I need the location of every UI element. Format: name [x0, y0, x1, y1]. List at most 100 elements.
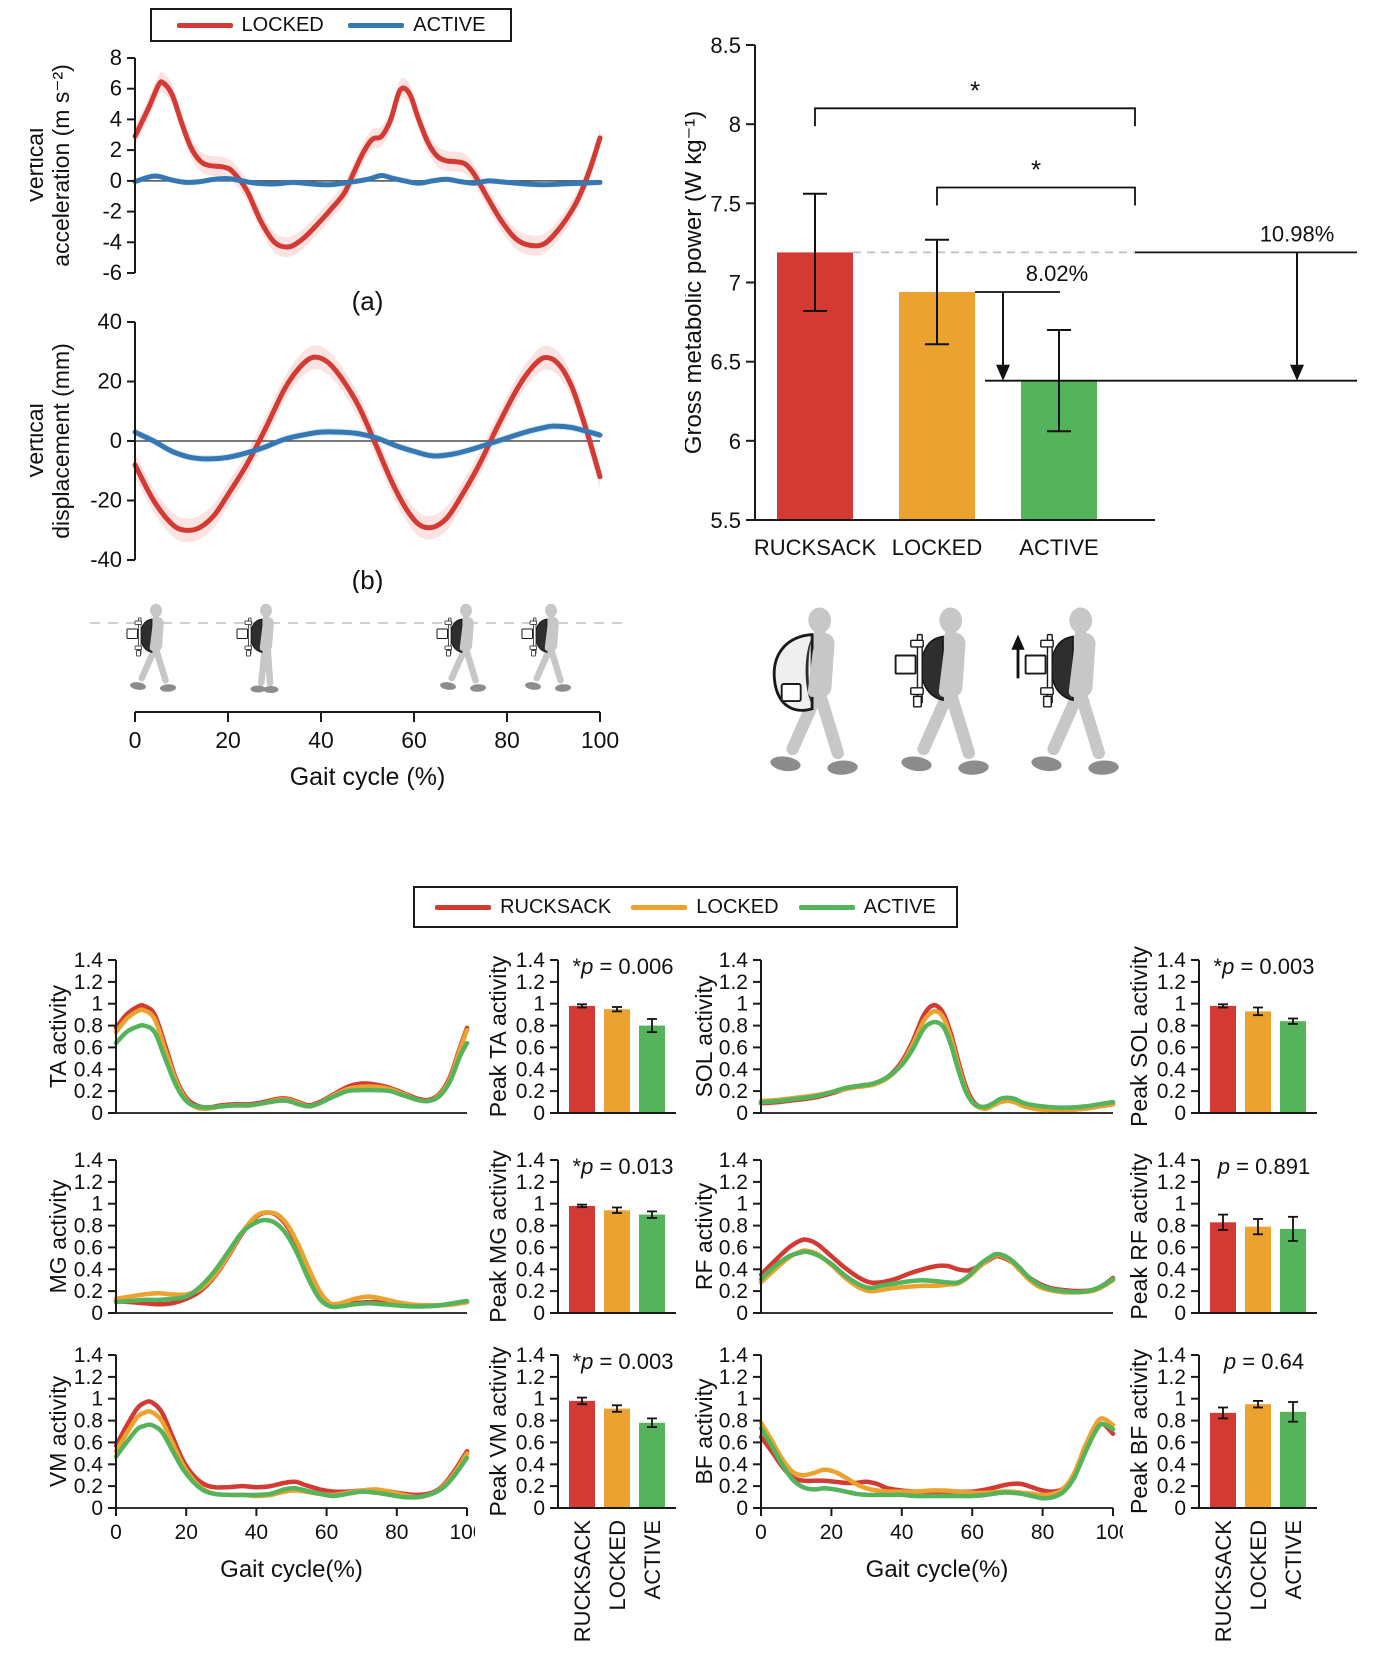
svg-text:0.4: 0.4 [74, 1058, 104, 1081]
svg-text:100: 100 [449, 1521, 475, 1544]
legend-label-rucksack: RUCKSACK [500, 895, 612, 918]
svg-text:0.2: 0.2 [1157, 1280, 1186, 1303]
svg-text:Peak MG activity: Peak MG activity [485, 1150, 511, 1323]
svg-text:ACTIVE: ACTIVE [1019, 535, 1098, 560]
svg-text:1.2: 1.2 [719, 971, 748, 994]
svg-text:1.2: 1.2 [516, 1366, 545, 1389]
svg-text:10.98%: 10.98% [1260, 221, 1335, 246]
rf-activity-chart-svg: 1.41.210.80.60.40.20 RF activity [691, 1149, 1116, 1325]
vertical-displacement-chart-svg: 40 20 0 -20 -40 Verticaldisplacement (mm) (b) [30, 309, 603, 593]
svg-text:0: 0 [91, 1497, 103, 1520]
svg-text:1: 1 [533, 1193, 545, 1216]
svg-text:SOL activity: SOL activity [691, 975, 717, 1097]
svg-text:6: 6 [110, 76, 122, 101]
condition-walkers-illustration [685, 598, 1392, 853]
svg-text:1.4: 1.4 [74, 949, 104, 972]
svg-text:0: 0 [110, 168, 122, 193]
svg-text:p = 0.64: p = 0.64 [1223, 1349, 1304, 1374]
svg-text:1.4: 1.4 [74, 1149, 104, 1172]
svg-text:ACTIVE: ACTIVE [1281, 1520, 1306, 1599]
gross-metabolic-power-chart-svg: 8.02% 10.98% * * 5.5 6 6.5 7 7.5 8 8.5 RUCKSACK LOCK… [685, 33, 1357, 560]
svg-text:1: 1 [533, 1388, 545, 1411]
svg-text:Gait cycle (%): Gait cycle (%) [290, 763, 446, 791]
svg-text:LOCKED: LOCKED [892, 535, 982, 560]
svg-text:40: 40 [890, 1521, 913, 1544]
svg-text:LOCKED: LOCKED [605, 1520, 630, 1610]
svg-text:VM activity: VM activity [45, 1375, 71, 1487]
svg-text:4: 4 [110, 106, 122, 131]
legend-item-rucksack: RUCKSACK [435, 896, 611, 919]
svg-text:1: 1 [1174, 1193, 1186, 1216]
svg-text:Peak VM activity: Peak VM activity [485, 1346, 511, 1516]
svg-text:80: 80 [494, 727, 520, 753]
svg-text:0.8: 0.8 [719, 1215, 748, 1238]
svg-text:0.6: 0.6 [1157, 1431, 1186, 1454]
svg-text:0.4: 0.4 [1157, 1258, 1187, 1281]
svg-text:1.4: 1.4 [1157, 1149, 1187, 1172]
svg-text:*: * [970, 75, 980, 105]
svg-text:0: 0 [736, 1302, 748, 1325]
svg-text:Peak BF activity: Peak BF activity [1126, 1349, 1152, 1514]
svg-text:0.4: 0.4 [719, 1058, 749, 1081]
svg-text:0: 0 [1174, 1497, 1186, 1520]
svg-text:8.02%: 8.02% [1026, 261, 1088, 286]
svg-text:100: 100 [1095, 1521, 1123, 1544]
svg-text:0: 0 [736, 1497, 748, 1520]
peak-sol-activity-chart: 1.4 1.2 1 0.8 0.6 0.4 0.2 0 *p = 0.003 Peak SOL a… [1120, 930, 1392, 1135]
svg-text:0.8: 0.8 [74, 1215, 103, 1238]
legend-label-active: ACTIVE [413, 13, 486, 36]
bf-activity-chart: 1.41.210.80.60.40.20020406080100Gait cyc… [688, 1325, 1123, 1625]
svg-text:80: 80 [385, 1521, 408, 1544]
svg-text:7.5: 7.5 [710, 191, 741, 216]
svg-text:Gross metabolic power (W kg⁻¹): Gross metabolic power (W kg⁻¹) [685, 111, 707, 454]
legend-rucksack-locked-active: RUCKSACK LOCKED ACTIVE [413, 886, 958, 928]
svg-text:1.2: 1.2 [1157, 1366, 1186, 1389]
mg-activity-chart: 1.4 1.2 1 0.8 0.6 0.4 0.2 0 MG activity [40, 1130, 475, 1335]
svg-text:0.2: 0.2 [74, 1280, 103, 1303]
svg-text:(a): (a) [352, 286, 384, 316]
svg-text:Peak TA activity: Peak TA activity [485, 955, 511, 1117]
legend-item-locked2: LOCKED [631, 895, 779, 919]
legend-locked-active: LOCKED ACTIVE [150, 8, 512, 42]
svg-text:1.4: 1.4 [719, 1149, 749, 1172]
svg-text:1.4: 1.4 [719, 1344, 749, 1367]
svg-text:0.6: 0.6 [516, 1431, 545, 1454]
legend-label-locked2: LOCKED [696, 895, 779, 918]
svg-text:20: 20 [98, 369, 122, 394]
vertical-acceleration-chart-svg: 8 6 4 2 0 -2 -4 -6 Verticalacceleration (m s⁻²) (… [30, 45, 603, 316]
svg-text:MG activity: MG activity [45, 1179, 71, 1293]
svg-text:6.5: 6.5 [710, 350, 741, 375]
svg-text:1.2: 1.2 [1157, 1171, 1186, 1194]
svg-text:0.6: 0.6 [74, 1236, 103, 1259]
sol-activity-chart-svg: 1.41.210.80.60.40.20 SOL activity [691, 949, 1116, 1125]
rf-activity-chart: 1.4 1.2 1 0.8 0.6 0.4 0.2 0 RF activity [688, 1130, 1123, 1335]
svg-text:Gait cycle(%): Gait cycle(%) [866, 1556, 1009, 1583]
svg-text:1.4: 1.4 [516, 1344, 546, 1367]
svg-text:0.4: 0.4 [1157, 1058, 1187, 1081]
svg-text:RUCKSACK: RUCKSACK [1211, 1520, 1236, 1643]
active2-line-swatch [798, 904, 855, 910]
svg-text:RUCKSACK: RUCKSACK [570, 1520, 595, 1643]
svg-text:0.6: 0.6 [516, 1236, 545, 1259]
vertical-acceleration-chart: 8 6 4 2 0 -2 -4 -6 Verticalacceleration (m s⁻²) (… [30, 44, 675, 316]
svg-text:0.8: 0.8 [74, 1015, 103, 1038]
svg-text:0.6: 0.6 [719, 1431, 748, 1454]
svg-text:7: 7 [729, 271, 741, 296]
svg-text:0.6: 0.6 [74, 1431, 103, 1454]
svg-text:20: 20 [215, 727, 241, 753]
svg-text:0: 0 [736, 1102, 748, 1125]
svg-text:0.8: 0.8 [1157, 1215, 1186, 1238]
svg-text:*p = 0.003: *p = 0.003 [573, 1349, 674, 1374]
svg-text:-6: -6 [102, 260, 122, 285]
svg-text:1: 1 [91, 1193, 103, 1216]
legend-label-locked: LOCKED [241, 13, 324, 36]
svg-text:0: 0 [110, 1521, 122, 1544]
svg-text:0.6: 0.6 [1157, 1236, 1186, 1259]
svg-text:*: * [1031, 155, 1041, 185]
svg-text:Peak SOL activity: Peak SOL activity [1126, 946, 1152, 1127]
svg-text:0.8: 0.8 [516, 1215, 545, 1238]
svg-text:Verticaldisplacement (mm): Verticaldisplacement (mm) [30, 343, 74, 539]
svg-text:1.2: 1.2 [1157, 971, 1186, 994]
svg-text:20: 20 [175, 1521, 198, 1544]
svg-text:40: 40 [98, 309, 122, 334]
